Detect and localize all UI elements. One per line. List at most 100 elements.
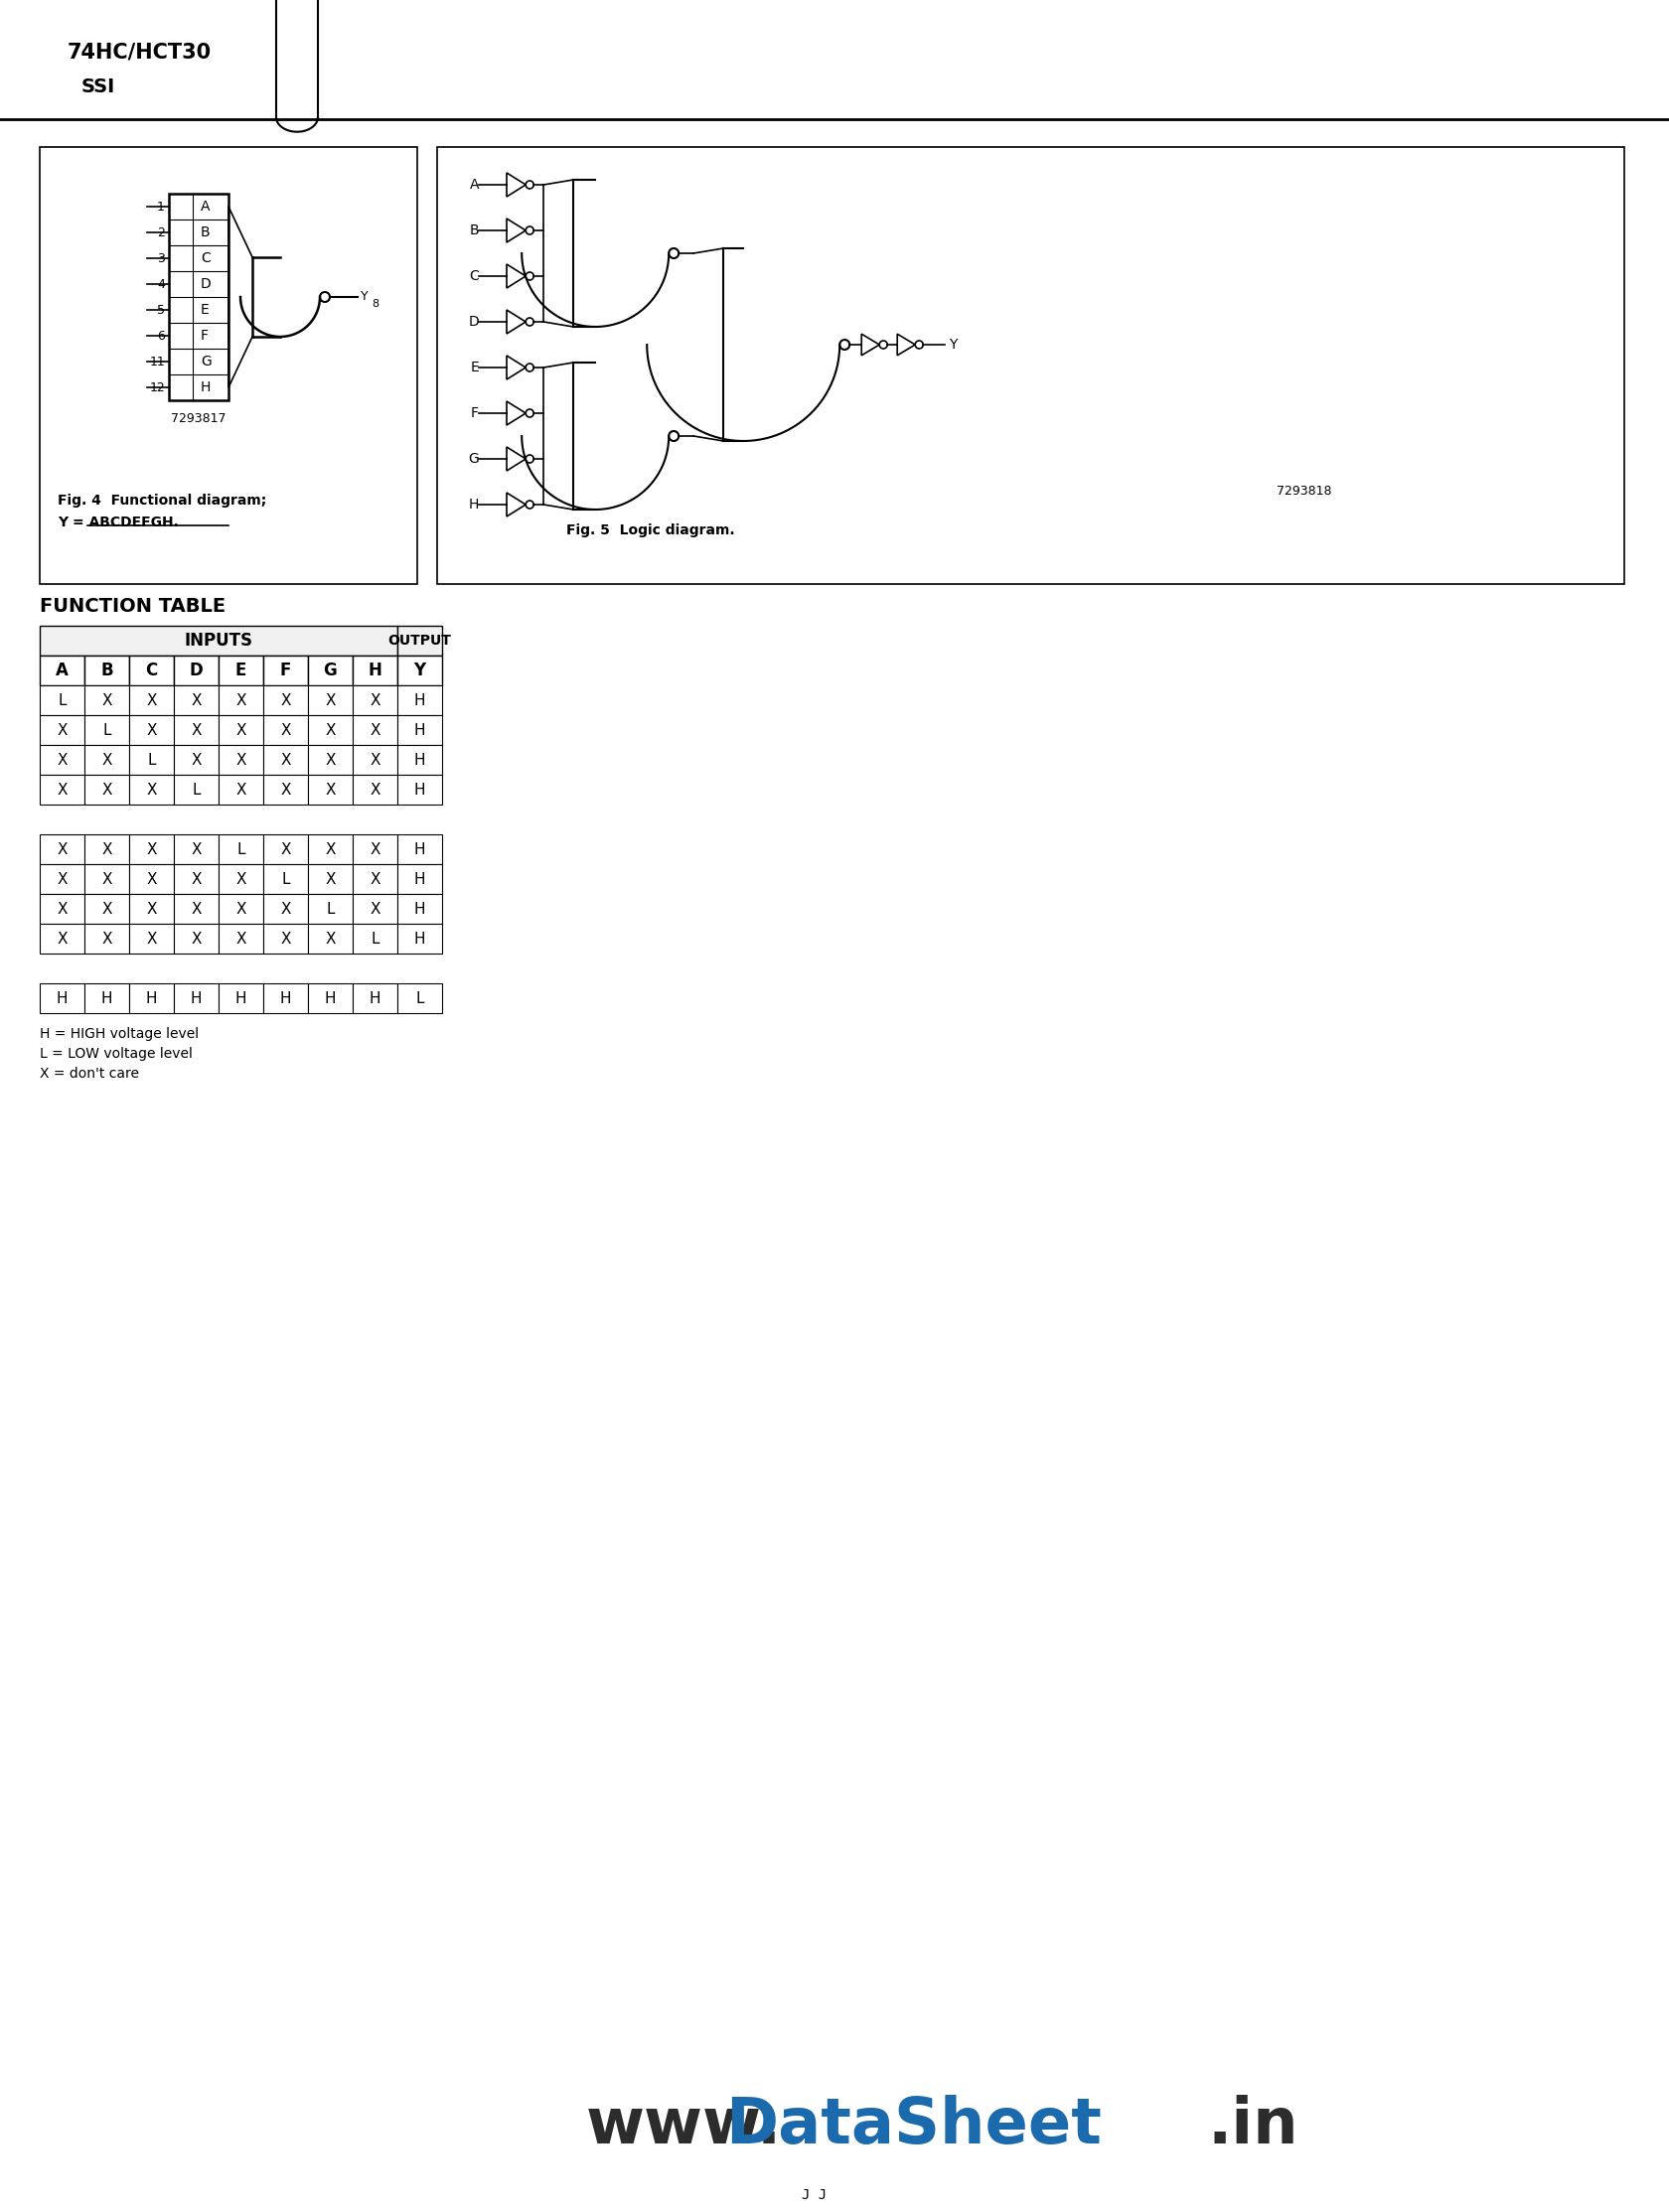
Text: X: X [57,872,67,887]
Text: X: X [325,931,335,947]
Bar [219,925,264,953]
Bar [85,745,129,774]
Text: X: X [190,752,202,768]
Bar [309,925,352,953]
Text: C: C [469,270,479,283]
Text: INPUTS: INPUTS [184,633,252,650]
Text: X: X [325,692,335,708]
Bar [174,865,219,894]
Text: Fig. 5  Logic diagram.: Fig. 5 Logic diagram. [566,524,734,538]
Text: X: X [325,783,335,796]
Text: Y: Y [361,290,369,303]
Bar [219,834,264,865]
Bar [129,774,174,805]
Text: H = HIGH voltage level: H = HIGH voltage level [40,1026,199,1042]
Text: X: X [57,843,67,856]
Bar [85,984,129,1013]
Bar [309,714,352,745]
Bar [85,774,129,805]
Text: H: H [102,991,112,1006]
Text: X: X [235,752,245,768]
Text: X: X [280,692,290,708]
Circle shape [880,341,888,349]
Circle shape [526,181,534,188]
Bar [85,894,129,925]
Text: X: X [280,931,290,947]
Bar [309,894,352,925]
Text: H: H [57,991,68,1006]
Text: www.: www. [586,2095,783,2157]
Bar [264,984,309,1013]
Text: X: X [102,783,112,796]
Bar [85,714,129,745]
Bar [309,984,352,1013]
Bar [309,865,352,894]
Text: X: X [371,723,381,737]
Text: X: X [235,692,245,708]
Text: X: X [235,723,245,737]
Text: L: L [282,872,290,887]
Text: Fig. 4  Functional diagram;: Fig. 4 Functional diagram; [58,493,267,507]
Bar [219,865,264,894]
Text: X: X [371,783,381,796]
Bar [129,865,174,894]
Bar [40,984,85,1013]
Bar [397,865,442,894]
Text: Y = ABCDEFGH.: Y = ABCDEFGH. [58,515,179,529]
Text: L = LOW voltage level: L = LOW voltage level [40,1046,192,1062]
Text: X: X [371,692,381,708]
Text: G: G [324,661,337,679]
Text: H: H [369,991,381,1006]
Text: C: C [145,661,157,679]
Text: X: X [371,752,381,768]
Bar [129,745,174,774]
Text: X: X [190,843,202,856]
Bar [40,146,417,584]
Bar [174,984,219,1013]
Text: A: A [200,199,210,215]
Bar [264,774,309,805]
Text: 2: 2 [157,226,165,239]
Bar [397,894,442,925]
Text: X: X [102,843,112,856]
Circle shape [526,319,534,325]
Bar [40,774,85,805]
Bar [174,894,219,925]
Text: X: X [57,723,67,737]
Bar [169,195,229,400]
Bar [174,925,219,953]
Bar [219,745,264,774]
Text: X: X [235,872,245,887]
Text: 74HC/HCT30: 74HC/HCT30 [67,42,212,62]
Text: H: H [414,752,426,768]
Text: SSI: SSI [82,77,115,97]
Bar [352,686,397,714]
Text: L: L [237,843,245,856]
Text: X: X [371,843,381,856]
Text: L: L [58,692,67,708]
Bar [264,865,309,894]
Bar [352,865,397,894]
Text: X: X [325,723,335,737]
Bar [85,925,129,953]
Text: A: A [469,177,479,192]
Bar [219,714,264,745]
Bar [129,686,174,714]
Bar [40,925,85,953]
Text: 4: 4 [157,279,165,290]
Bar [352,925,397,953]
Text: X: X [147,872,157,887]
Text: X: X [190,931,202,947]
Bar [40,865,85,894]
Bar [174,686,219,714]
Bar [352,714,397,745]
Bar [85,834,129,865]
Text: X: X [57,900,67,916]
Circle shape [320,292,330,303]
Text: X: X [190,872,202,887]
Text: 5: 5 [157,303,165,316]
Text: H: H [414,843,426,856]
Bar [40,714,85,745]
Text: H: H [369,661,382,679]
Text: 6: 6 [157,330,165,343]
